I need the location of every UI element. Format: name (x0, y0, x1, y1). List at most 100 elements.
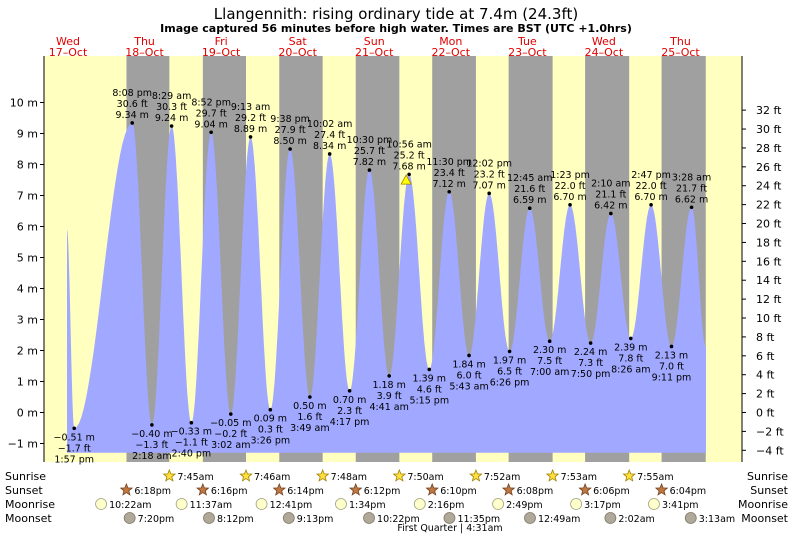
high-ft-label: 23.2 ft (474, 169, 505, 180)
day-name-label: Wed (592, 35, 616, 48)
low-time-label: 2:18 am (132, 451, 171, 462)
sunset-star-icon (196, 482, 210, 496)
high-time-label: 2:10 am (591, 178, 630, 189)
extreme-dot (669, 344, 674, 349)
low-ft-label: 1.6 ft (297, 412, 322, 423)
high-ft-label: 29.7 ft (196, 108, 227, 119)
moonset-time: 7:20pm (138, 514, 175, 525)
y-tick-label-m: 5 m (17, 252, 38, 265)
high-ft-label: 30.6 ft (117, 99, 148, 110)
high-time-label: 8:52 pm (191, 97, 231, 108)
y-tick-label-ft: 18 ft (756, 236, 782, 249)
low-time-label: 6:26 pm (490, 377, 530, 388)
sunset-time: 6:10pm (440, 486, 477, 497)
low-m-label: 1.18 m (372, 380, 405, 391)
extreme-markers (72, 121, 694, 431)
low-ft-label: 2.3 ft (337, 406, 362, 417)
high-ft-label: 22.0 ft (555, 181, 586, 192)
high-ft-label: 27.9 ft (275, 125, 306, 136)
high-time-label: 11:30 pm (426, 157, 472, 168)
moonset-moon-icon (282, 512, 295, 524)
moonrise-time: 2:16pm (428, 500, 465, 511)
y-tick-label-m: 1 m (17, 376, 38, 389)
high-ft-label: 22.0 ft (636, 181, 667, 192)
low-time-label: 3:26 pm (251, 436, 291, 447)
sunset-star-icon (425, 482, 439, 496)
moonrise-time: 1:34pm (349, 500, 386, 511)
y-tick-label-ft: 26 ft (756, 161, 782, 174)
extreme-dot (649, 203, 653, 207)
high-m-label: 7.12 m (432, 179, 465, 190)
sunrise-star-icon (392, 468, 407, 482)
low-m-label: 0.70 m (333, 395, 366, 406)
sunrise-time: 7:53am (561, 472, 597, 483)
sunset-star-icon (272, 482, 287, 496)
low-time-label: 9:11 pm (652, 372, 692, 383)
day-date-label: 25–Oct (661, 46, 700, 59)
sunset-star-icon (119, 482, 134, 496)
sunset-time: 6:18pm (134, 486, 171, 497)
day-name-label: Sun (364, 35, 385, 48)
high-m-label: 9.04 m (194, 119, 227, 130)
sunrise-star-icon (239, 468, 253, 482)
high-m-label: 6.59 m (513, 195, 546, 206)
sunrise-star-icon (315, 468, 330, 482)
sunset-star-icon (348, 482, 363, 496)
low-ft-label: −1.3 ft (135, 440, 168, 451)
low-ft-label: −1.7 ft (58, 443, 91, 454)
y-tick-label-m: 3 m (17, 314, 38, 327)
sunset-star-icon (501, 482, 516, 496)
high-ft-label: 23.4 ft (434, 168, 465, 179)
moonset-moon-icon (203, 512, 215, 524)
sunrise-star-icon (545, 468, 560, 482)
day-date-label: 19–Oct (202, 46, 241, 59)
sunset-time: 6:16pm (211, 486, 248, 497)
extreme-dot (209, 130, 213, 135)
low-m-label: 0.09 m (254, 414, 287, 425)
tide-curve-area (67, 123, 706, 453)
high-m-label: 7.82 m (353, 157, 386, 168)
low-m-label: 2.30 m (533, 345, 566, 356)
moonset-moon-icon (604, 512, 617, 524)
extreme-dot (547, 339, 552, 344)
sunrise-time: 7:46am (254, 472, 290, 483)
day-headers: Wed17–OctThu18–OctFri19–OctSat20–OctSun2… (49, 35, 701, 59)
extreme-dot (507, 349, 512, 354)
day-name-label: Thu (669, 35, 691, 48)
low-m-label: 1.84 m (452, 359, 485, 370)
moonrise-moon-icon (648, 498, 660, 510)
moonrise-row-label-left: Moonrise (5, 498, 55, 511)
high-time-label: 9:38 pm (270, 114, 310, 125)
low-m-label: 1.39 m (413, 373, 446, 384)
day-name-label: Fri (215, 35, 228, 48)
low-ft-label: 7.5 ft (537, 356, 562, 367)
moonset-time: 2:02am (618, 514, 654, 525)
low-m-label: −0.33 m (171, 427, 212, 438)
high-m-label: 7.07 m (472, 180, 505, 191)
day-date-label: 17–Oct (49, 46, 88, 59)
y-tick-label-m: 4 m (17, 283, 38, 296)
day-name-label: Tue (517, 35, 537, 48)
day-date-label: 22–Oct (432, 46, 471, 59)
low-ft-label: 6.5 ft (497, 366, 522, 377)
y-tick-label-ft: 32 ft (756, 104, 782, 117)
day-date-label: 24–Oct (585, 46, 624, 59)
extreme-dot (327, 152, 332, 156)
day-name-label: Mon (439, 35, 462, 48)
extreme-dot (189, 420, 194, 425)
moonrise-time: 11:37am (190, 500, 232, 511)
y-tick-label-ft: 10 ft (756, 312, 782, 325)
sunset-row-label-right: Sunset (750, 484, 788, 497)
high-time-label: 8:29 am (152, 91, 191, 102)
moonset-time: 8:12pm (217, 514, 254, 525)
high-m-label: 6.70 m (634, 192, 667, 203)
moonset-moon-icon (524, 512, 536, 524)
high-time-label: 3:28 am (672, 172, 711, 183)
extreme-dot (588, 341, 593, 345)
moonrise-moon-icon (175, 498, 188, 510)
current-tide-marker (400, 174, 412, 185)
high-m-label: 8.50 m (273, 136, 306, 147)
moonset-time: 3:13am (699, 514, 735, 525)
low-m-label: 0.50 m (293, 401, 326, 412)
